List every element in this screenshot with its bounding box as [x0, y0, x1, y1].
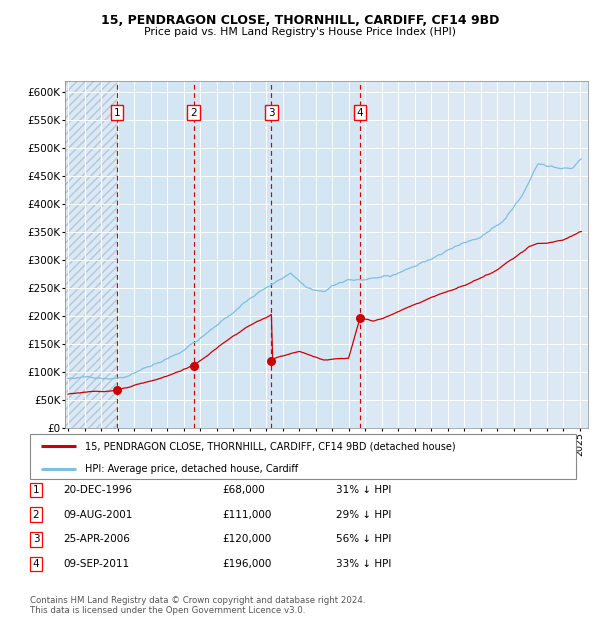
Bar — [65, 81, 117, 428]
Text: 20-DEC-1996: 20-DEC-1996 — [63, 485, 132, 495]
Text: £196,000: £196,000 — [222, 559, 271, 569]
Text: 1: 1 — [32, 485, 40, 495]
Text: 31% ↓ HPI: 31% ↓ HPI — [336, 485, 391, 495]
Text: 09-SEP-2011: 09-SEP-2011 — [63, 559, 129, 569]
Text: £120,000: £120,000 — [222, 534, 271, 544]
Text: 56% ↓ HPI: 56% ↓ HPI — [336, 534, 391, 544]
FancyBboxPatch shape — [30, 434, 576, 479]
Text: 29% ↓ HPI: 29% ↓ HPI — [336, 510, 391, 520]
Text: £68,000: £68,000 — [222, 485, 265, 495]
Text: 25-APR-2006: 25-APR-2006 — [63, 534, 130, 544]
Text: 4: 4 — [32, 559, 40, 569]
Text: 3: 3 — [32, 534, 40, 544]
Text: 15, PENDRAGON CLOSE, THORNHILL, CARDIFF, CF14 9BD (detached house): 15, PENDRAGON CLOSE, THORNHILL, CARDIFF,… — [85, 441, 455, 451]
Text: 09-AUG-2001: 09-AUG-2001 — [63, 510, 133, 520]
Text: £111,000: £111,000 — [222, 510, 271, 520]
Bar — [117, 81, 360, 428]
Text: Price paid vs. HM Land Registry's House Price Index (HPI): Price paid vs. HM Land Registry's House … — [144, 27, 456, 37]
Text: HPI: Average price, detached house, Cardiff: HPI: Average price, detached house, Card… — [85, 464, 298, 474]
Text: 2: 2 — [32, 510, 40, 520]
Text: Contains HM Land Registry data © Crown copyright and database right 2024.
This d: Contains HM Land Registry data © Crown c… — [30, 596, 365, 615]
Text: 3: 3 — [268, 107, 275, 118]
Text: 15, PENDRAGON CLOSE, THORNHILL, CARDIFF, CF14 9BD: 15, PENDRAGON CLOSE, THORNHILL, CARDIFF,… — [101, 14, 499, 27]
Text: 1: 1 — [114, 107, 121, 118]
Text: 2: 2 — [190, 107, 197, 118]
Text: 33% ↓ HPI: 33% ↓ HPI — [336, 559, 391, 569]
Text: 4: 4 — [357, 107, 364, 118]
